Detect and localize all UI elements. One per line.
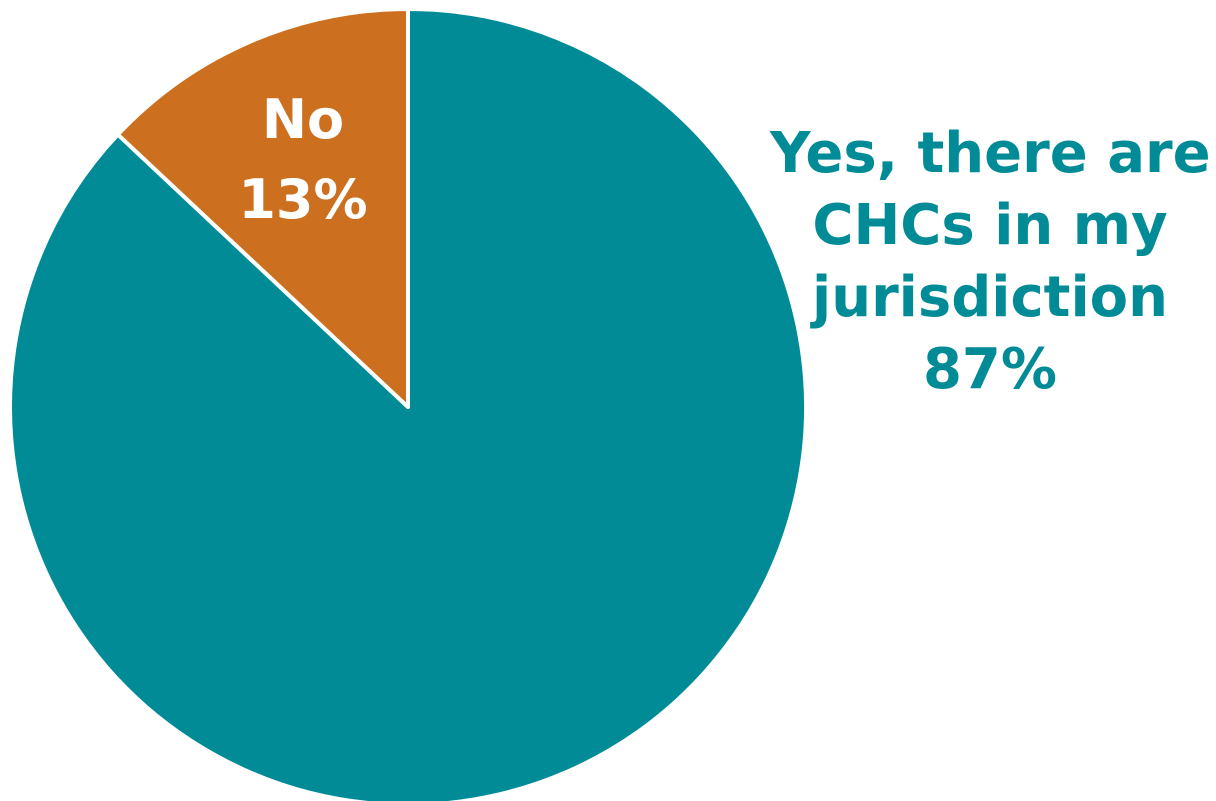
slice-value-no: 13%: [238, 168, 367, 231]
slice-label-yes-line-1: Yes, there are: [770, 121, 1211, 186]
slice-label-yes-line-2: CHCs in my: [812, 193, 1168, 258]
slice-label-yes: Yes, there are CHCs in my jurisdiction 8…: [770, 118, 1211, 406]
slice-label-yes-line-3: jurisdiction: [812, 265, 1168, 330]
pie-slices: [8, 7, 808, 801]
slice-label-no: No: [262, 88, 344, 151]
pie-slice-yes: [8, 7, 808, 801]
slice-value-yes: 87%: [922, 337, 1058, 402]
pie-slice-no: [115, 7, 410, 409]
